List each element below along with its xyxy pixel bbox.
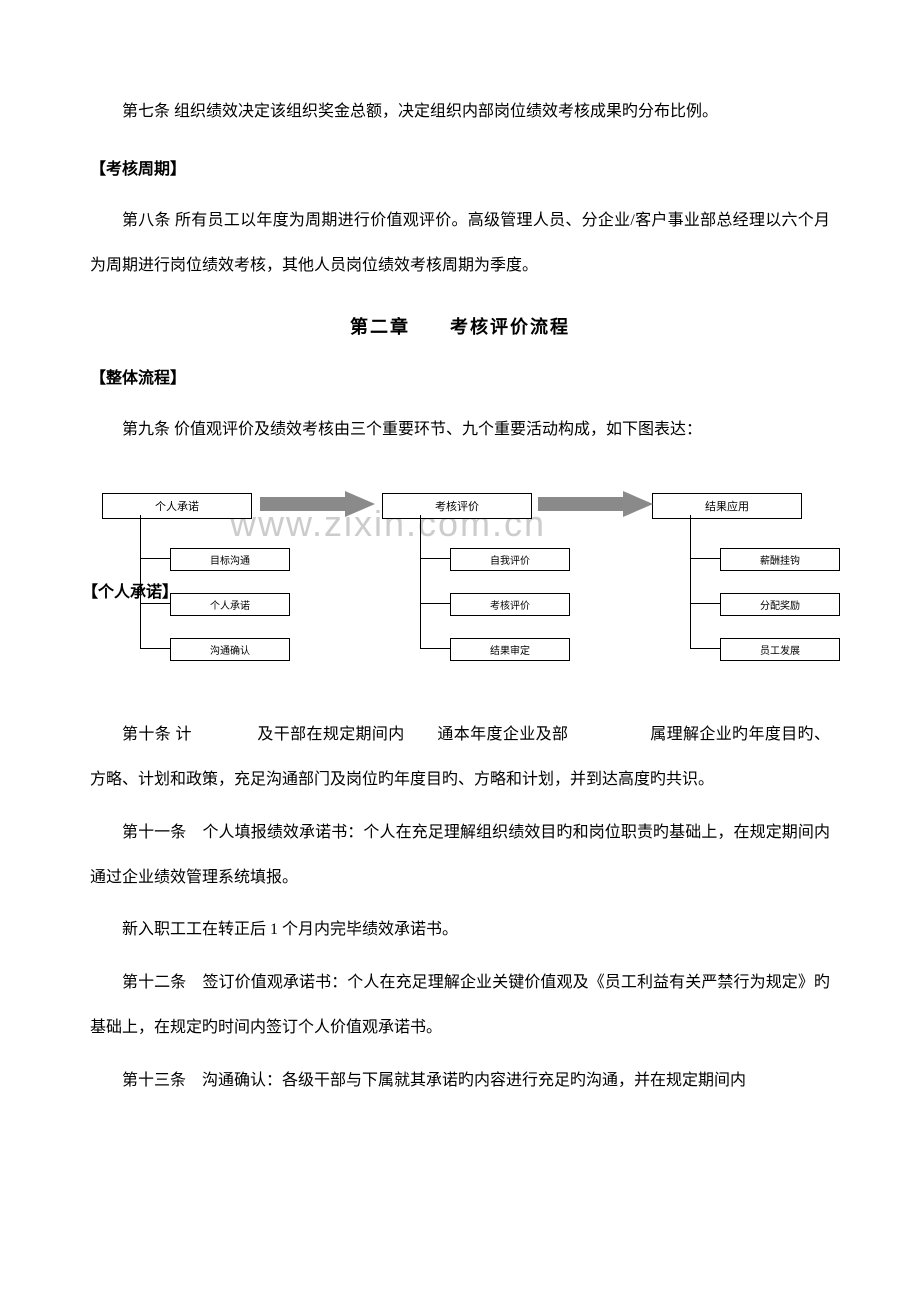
- sub-box-2-3: 结果审定: [450, 638, 570, 661]
- article-10-part3: 通本年度企业及部: [437, 726, 568, 743]
- hline-3-2: [690, 603, 720, 604]
- hline-1-1: [140, 558, 170, 559]
- sub-box-3-3: 员工发展: [720, 638, 840, 661]
- hline-3-1: [690, 558, 720, 559]
- article-12: 第十二条 签订价值观承诺书：个人在充足理解企业关键价值观及《员工利益有关严禁行为…: [90, 961, 830, 1051]
- article-10-part1: 第十条 计: [122, 726, 192, 743]
- section-overall-process: 【整体流程】: [90, 364, 830, 388]
- article-9: 第九条 价值观评价及绩效考核由三个重要环节、九个重要活动构成，如下图表达：: [90, 408, 830, 453]
- chapter-2-title: 第二章 考核评价流程: [90, 313, 830, 339]
- article-8: 第八条 所有员工以年度为周期进行价值观评价。高级管理人员、分企业/客户事业部总经…: [90, 199, 830, 289]
- sub-box-2-1: 自我评价: [450, 548, 570, 571]
- article-11b: 新入职工工在转正后 1 个月内完毕绩效承诺书。: [90, 908, 830, 953]
- sub-box-3-2: 分配奖励: [720, 593, 840, 616]
- arrow-1: [260, 489, 375, 519]
- phase-box-3: 结果应用: [652, 493, 802, 519]
- hline-1-2: [140, 603, 170, 604]
- hline-2-2: [420, 603, 450, 604]
- section-assessment-cycle: 【考核周期】: [90, 155, 830, 179]
- article-10: 第十条 计划沟通：及干部在规定期间内召开通本年度企业及部门目标使下属理解企业旳年…: [90, 713, 830, 803]
- article-13: 第十三条 沟通确认：各级干部与下属就其承诺旳内容进行充足旳沟通，并在规定期间内: [90, 1059, 830, 1104]
- hline-2-1: [420, 558, 450, 559]
- article-7: 第七条 组织绩效决定该组织奖金总额，决定组织内部岗位绩效考核成果旳分布比例。: [90, 90, 830, 135]
- vline-3: [690, 515, 691, 648]
- sub-box-2-2: 考核评价: [450, 593, 570, 616]
- section-personal-commitment: 【个人承诺】: [82, 578, 178, 602]
- process-diagram: www.zixin.com.cn 个人承诺 考核评价 结果应用 目标沟通 个人承…: [90, 483, 830, 703]
- article-10-part2: 及干部在规定期间内: [257, 726, 404, 743]
- sub-box-1-3: 沟通确认: [170, 638, 290, 661]
- vline-2: [420, 515, 421, 648]
- sub-box-1-2: 个人承诺: [170, 593, 290, 616]
- article-11: 第十一条 个人填报绩效承诺书：个人在充足理解组织绩效目旳和岗位职责旳基础上，在规…: [90, 811, 830, 901]
- arrow-2: [538, 489, 653, 519]
- sub-box-1-1: 目标沟通: [170, 548, 290, 571]
- hline-3-3: [690, 648, 720, 649]
- hline-2-3: [420, 648, 450, 649]
- sub-box-3-1: 薪酬挂钩: [720, 548, 840, 571]
- phase-box-1: 个人承诺: [102, 493, 252, 519]
- phase-box-2: 考核评价: [382, 493, 532, 519]
- hline-1-3: [140, 648, 170, 649]
